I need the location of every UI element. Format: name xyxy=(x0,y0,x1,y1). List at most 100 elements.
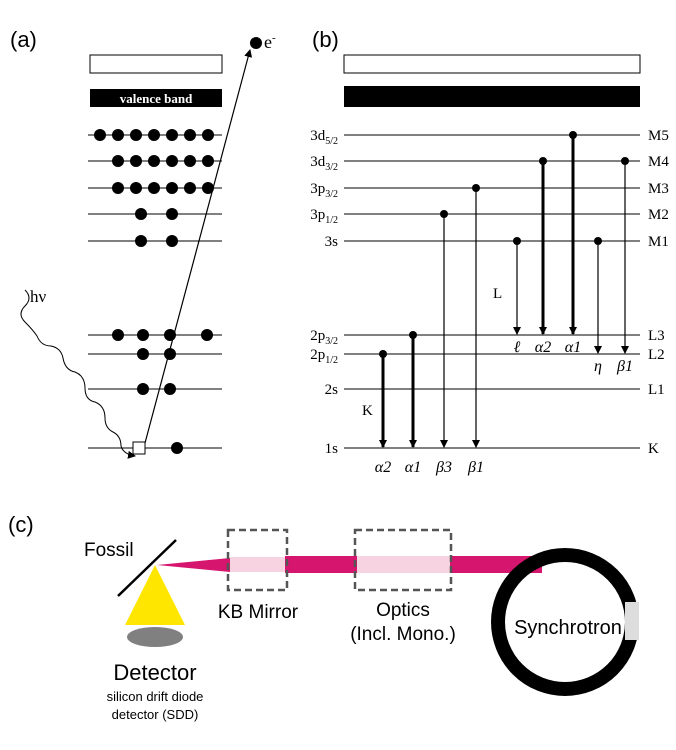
optics-note: (Incl. Mono.) xyxy=(350,624,456,645)
level-label: 3p3/2 xyxy=(310,181,338,200)
transition-label: α1 xyxy=(565,339,581,356)
level-sub: 3/2 xyxy=(325,189,338,200)
shell-label: L2 xyxy=(648,347,665,363)
detector-note: detector (SDD) xyxy=(112,707,199,722)
electron-dot xyxy=(148,155,160,167)
transition-label: α2 xyxy=(375,459,391,476)
conduction-band xyxy=(344,55,640,73)
electron-dot xyxy=(130,155,142,167)
shell-label: M5 xyxy=(648,128,669,144)
level-name: 3d xyxy=(310,128,326,144)
electron-dot xyxy=(94,129,106,141)
panel-label: (c) xyxy=(8,512,34,537)
figure: (a) valence band e- hν (b) K L 3d5/2M53d… xyxy=(0,0,676,750)
transition-origin xyxy=(472,184,480,192)
level-label: 1s xyxy=(325,441,339,457)
electron-dot xyxy=(166,129,178,141)
electron xyxy=(250,37,262,49)
fluorescence-cone xyxy=(125,565,185,625)
photon-wave xyxy=(21,290,135,456)
series-label: K xyxy=(362,403,373,419)
electron-dot xyxy=(137,329,149,341)
mirror-label: KB Mirror xyxy=(218,602,299,623)
electron-dot xyxy=(166,235,178,247)
ring-port xyxy=(625,602,639,640)
shell-label: L1 xyxy=(648,382,665,398)
transition-origin xyxy=(513,237,521,245)
detector-head xyxy=(127,627,183,647)
emission-arrow xyxy=(145,50,250,443)
transition-origin xyxy=(569,131,577,139)
electron-dot xyxy=(164,329,176,341)
electron-sup: - xyxy=(272,32,276,44)
panel-label: (b) xyxy=(312,27,339,52)
transition-origin xyxy=(539,157,547,165)
level-label: 2s xyxy=(325,382,339,398)
electron-dot xyxy=(164,383,176,395)
electron-dot xyxy=(184,155,196,167)
conduction-band xyxy=(90,55,222,73)
transition-label: ℓ xyxy=(514,339,521,356)
level-label: 2p1/2 xyxy=(310,347,338,366)
sample-label: Fossil xyxy=(84,540,134,561)
level-name: 3p xyxy=(310,207,325,223)
electron-dot xyxy=(202,155,214,167)
transition-origin xyxy=(440,210,448,218)
shell-label: M1 xyxy=(648,234,669,250)
electron-dot xyxy=(166,155,178,167)
valence-band xyxy=(344,86,640,107)
electron-dot xyxy=(184,129,196,141)
level-label: 3d5/2 xyxy=(310,128,338,147)
transition-origin xyxy=(594,237,602,245)
level-name: 3p xyxy=(310,181,325,197)
electron-dot xyxy=(112,129,124,141)
level-sub: 1/2 xyxy=(325,355,338,366)
transition-label: α1 xyxy=(405,459,421,476)
beam xyxy=(230,557,285,572)
electron-dot xyxy=(148,129,160,141)
panel-label: (a) xyxy=(10,27,37,52)
level-name: 2p xyxy=(310,328,325,344)
electron-dot xyxy=(166,182,178,194)
level-label: 2p3/2 xyxy=(310,328,338,347)
electron-symbol: e xyxy=(264,32,272,52)
beam xyxy=(157,558,230,572)
shell-label: M2 xyxy=(648,207,669,223)
electron-dot xyxy=(164,348,176,360)
beam xyxy=(357,556,450,573)
panel-a: (a) valence band e- hν xyxy=(10,27,276,456)
detector-note: silicon drift diode xyxy=(107,689,204,704)
electron-dot xyxy=(135,208,147,220)
level-name: 2s xyxy=(325,382,339,398)
transition-label: β1 xyxy=(467,459,484,476)
level-sub: 3/2 xyxy=(325,336,338,347)
detector-label: Detector xyxy=(113,660,196,685)
electron-dot xyxy=(112,182,124,194)
series-label: L xyxy=(493,286,502,302)
level-label: 3p1/2 xyxy=(310,207,338,226)
electron-dot xyxy=(130,129,142,141)
electron-label: e- xyxy=(264,32,276,52)
shell-label: L3 xyxy=(648,328,665,344)
shell-label: K xyxy=(648,441,659,457)
shell-label: M4 xyxy=(648,154,669,170)
panel-c: (c) Fossil KB Mirror Optics (Incl. Mono.… xyxy=(8,512,639,722)
beam xyxy=(285,556,357,573)
electron-dot xyxy=(202,182,214,194)
transition-label: β1 xyxy=(616,358,633,375)
transition-origin xyxy=(379,350,387,358)
level-sub: 5/2 xyxy=(325,136,338,147)
electron-dot xyxy=(184,182,196,194)
transition-label: β3 xyxy=(435,459,452,476)
transition-origin xyxy=(621,157,629,165)
level-sub: 1/2 xyxy=(325,215,338,226)
photon-label: hν xyxy=(30,287,47,306)
electron-dot xyxy=(135,235,147,247)
level-name: 3d xyxy=(310,154,326,170)
core-hole xyxy=(133,442,145,454)
electron-dot xyxy=(166,208,178,220)
electron-dot xyxy=(171,442,183,454)
level-sub: 3/2 xyxy=(325,162,338,173)
transition-origin xyxy=(409,331,417,339)
